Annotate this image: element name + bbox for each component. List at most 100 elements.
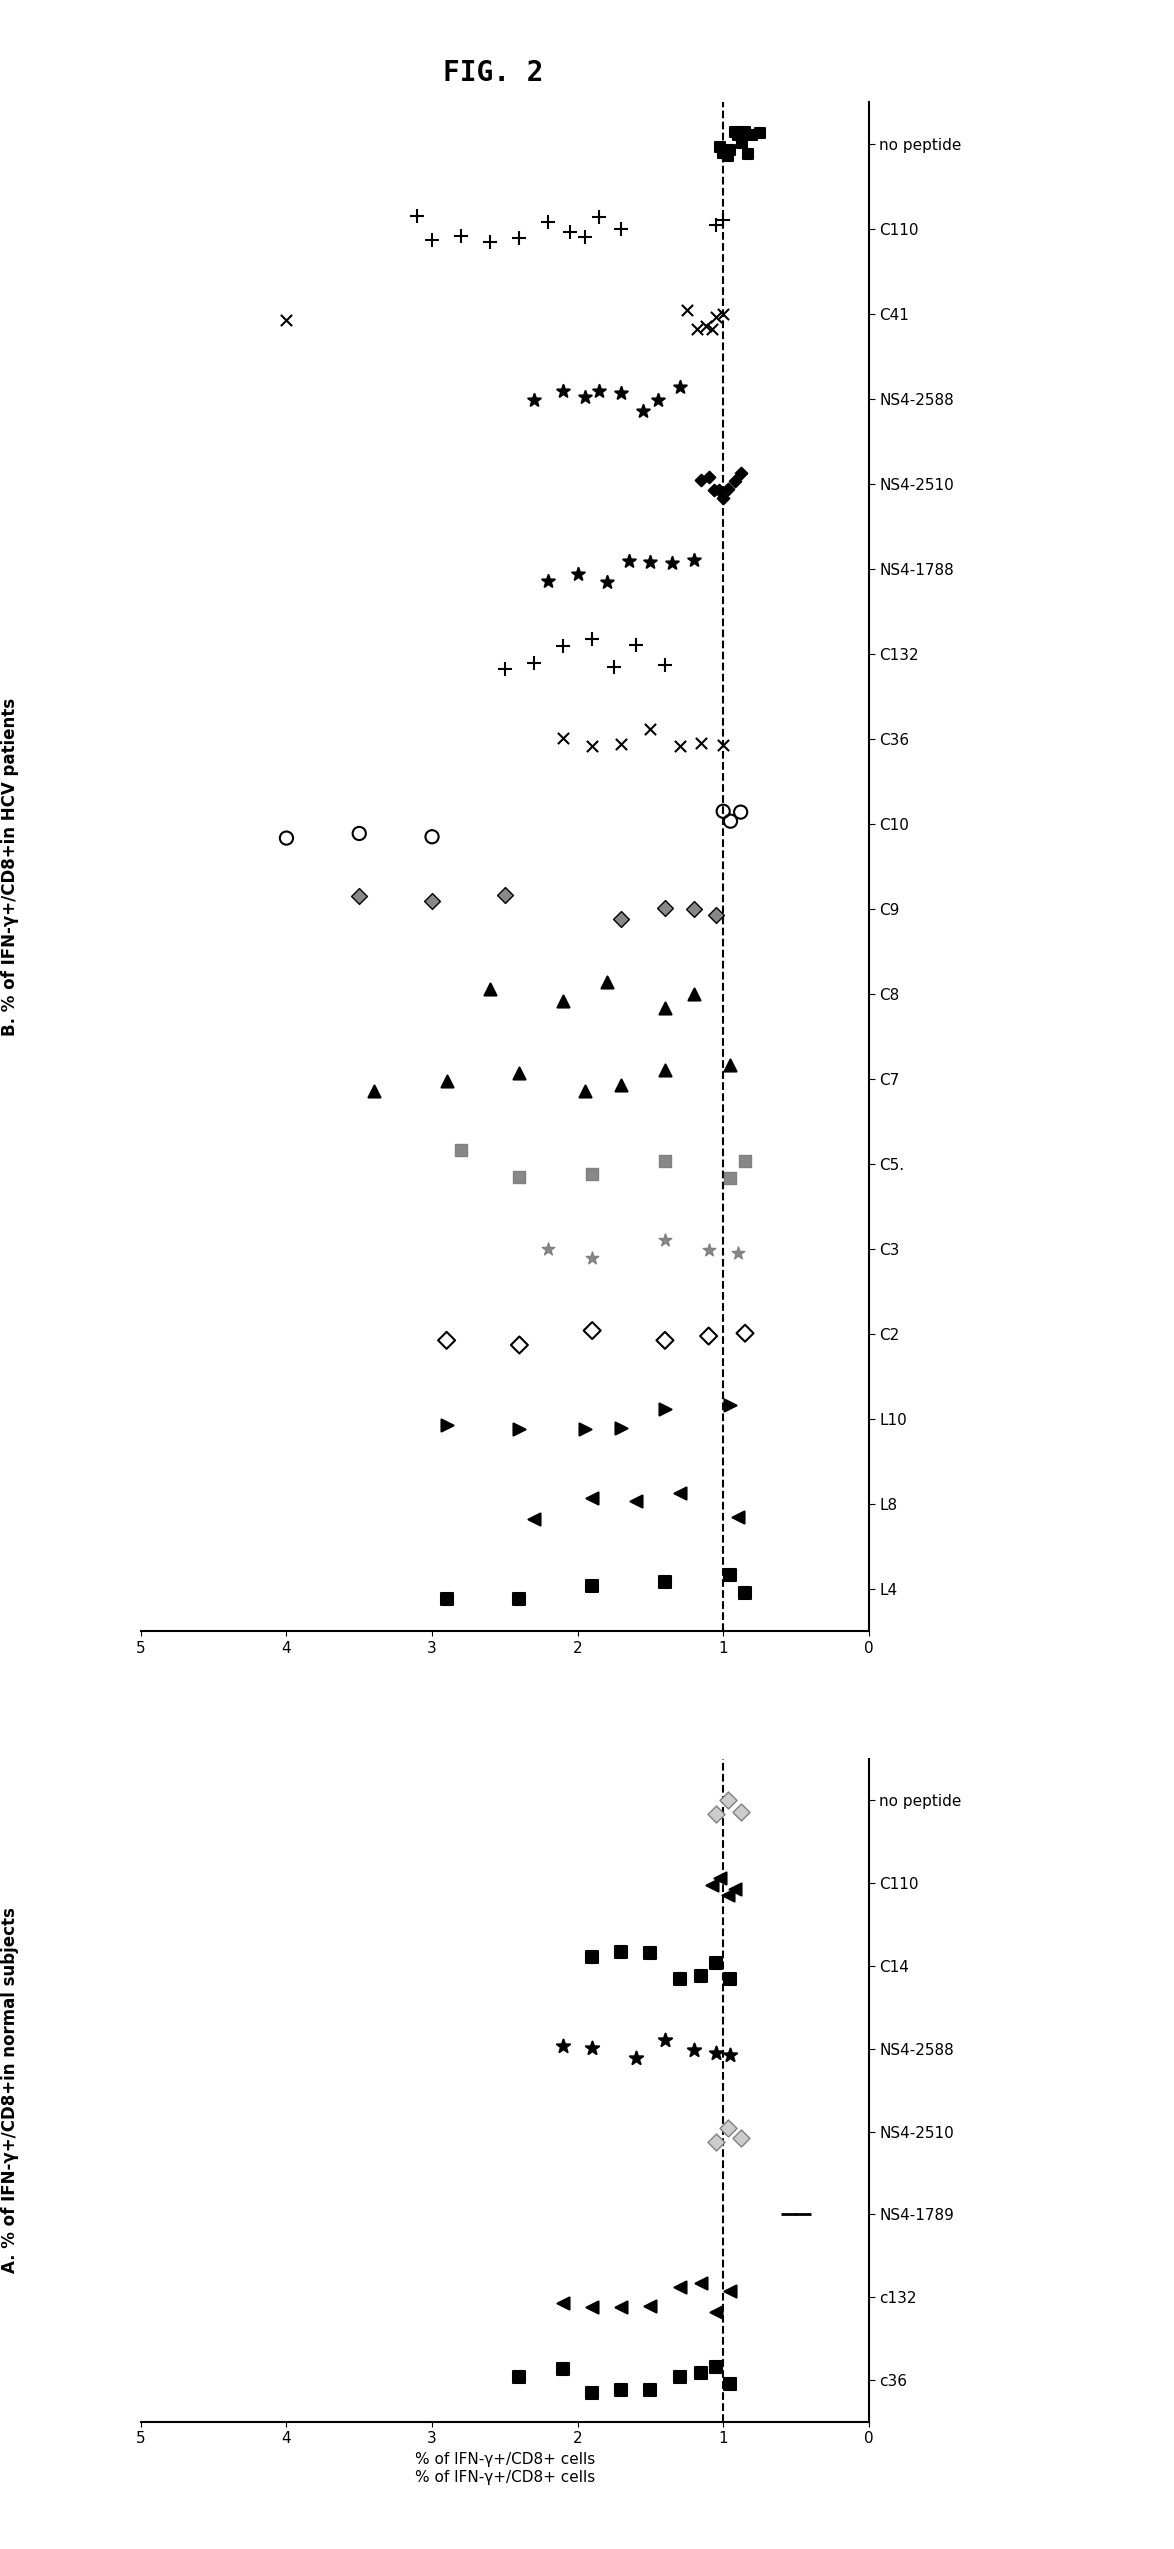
Point [736, 1313, 755, 1354]
Point [437, 1578, 456, 1619]
Point [655, 645, 674, 686]
Point [582, 1310, 601, 1351]
Point [481, 222, 500, 263]
Point [612, 209, 630, 250]
Point [582, 619, 601, 660]
Point [591, 196, 609, 237]
Point [634, 390, 653, 431]
Point [718, 1779, 737, 1820]
Point [539, 201, 558, 242]
Point [721, 1384, 740, 1425]
Point [575, 1071, 594, 1111]
Point [670, 726, 689, 767]
Point [582, 1478, 601, 1519]
Point [627, 2037, 646, 2077]
Point [721, 2034, 740, 2075]
Point [641, 1932, 660, 1973]
Point [539, 561, 558, 602]
Point [510, 1407, 528, 1448]
Point [495, 874, 514, 915]
Point [714, 133, 733, 173]
Point [582, 1239, 601, 1280]
Point [655, 1139, 674, 1180]
Point [510, 1578, 528, 1619]
Point [554, 2284, 573, 2325]
Point [612, 2371, 630, 2411]
Point [350, 874, 369, 915]
Point [670, 367, 689, 408]
Point [437, 1320, 456, 1361]
Point [714, 199, 733, 240]
Point [684, 974, 703, 1015]
Point [728, 1496, 747, 1537]
Point [561, 212, 580, 252]
Point [733, 122, 751, 163]
Point [582, 1155, 601, 1195]
Point [684, 887, 703, 928]
Point [591, 372, 609, 413]
Point [423, 219, 441, 260]
Point [582, 1565, 601, 1606]
Point [691, 459, 710, 500]
Point [707, 1942, 726, 1983]
Text: A. % of IFN-γ+/CD8+in normal subjects: A. % of IFN-γ+/CD8+in normal subjects [1, 1907, 19, 2274]
Text: % of IFN-γ+/CD8+ cells: % of IFN-γ+/CD8+ cells [414, 2470, 595, 2485]
Point [554, 370, 573, 410]
Point [655, 1221, 674, 1262]
Point [700, 1231, 718, 1272]
Point [605, 647, 623, 688]
Point [582, 2029, 601, 2070]
Point [612, 1932, 630, 1973]
X-axis label: % of IFN-γ+/CD8+ cells: % of IFN-γ+/CD8+ cells [414, 2452, 595, 2467]
Point [721, 1960, 740, 2001]
Point [707, 1794, 726, 1835]
Point [714, 724, 733, 765]
Point [423, 879, 441, 920]
Point [575, 217, 594, 257]
Point [670, 2266, 689, 2307]
Point [707, 895, 726, 935]
Point [707, 2292, 726, 2332]
Point [721, 2363, 740, 2404]
Point [582, 2373, 601, 2414]
Point [568, 553, 587, 594]
Point [702, 1863, 721, 1904]
Point [721, 800, 740, 841]
Point [510, 1325, 528, 1366]
Point [731, 454, 750, 495]
Point [655, 1389, 674, 1430]
Point [736, 1142, 755, 1183]
Point [452, 1129, 471, 1170]
Point [670, 2358, 689, 2399]
Point [648, 380, 667, 421]
Point [452, 217, 471, 257]
Point [364, 1071, 383, 1111]
Point [277, 301, 296, 342]
Point [707, 296, 726, 336]
Point [525, 642, 544, 683]
Point [612, 1407, 630, 1448]
Point [612, 724, 630, 765]
Point [707, 2032, 726, 2072]
Point [691, 2264, 710, 2304]
Point [641, 2371, 660, 2411]
Point [731, 793, 750, 834]
Point [696, 306, 715, 347]
Point [721, 1045, 740, 1086]
Point [437, 1060, 456, 1101]
Point [706, 469, 724, 510]
Point [612, 2286, 630, 2327]
Point [582, 1937, 601, 1978]
Point [641, 2286, 660, 2327]
Point [627, 625, 646, 665]
Point [655, 1320, 674, 1361]
Point [726, 112, 744, 153]
Point [711, 127, 730, 168]
Point [714, 790, 733, 831]
Point [677, 291, 696, 331]
Point [728, 1234, 747, 1274]
Point [726, 1868, 744, 1909]
Point [718, 2108, 737, 2149]
Point [619, 540, 637, 581]
Point [510, 217, 528, 257]
